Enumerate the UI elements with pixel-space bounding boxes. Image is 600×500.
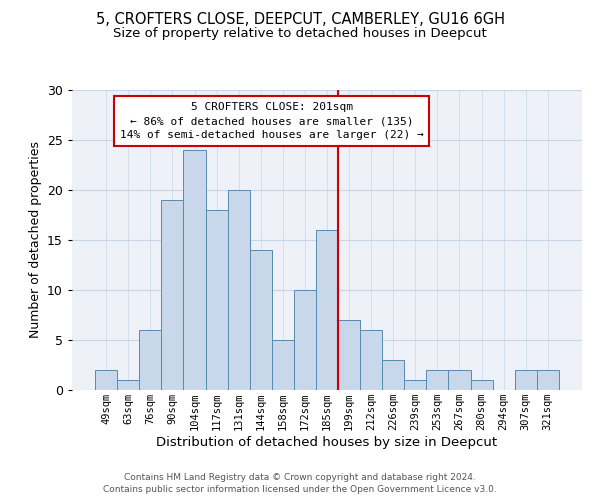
Bar — [515, 370, 537, 390]
Bar — [360, 330, 382, 390]
Bar — [272, 340, 294, 390]
Bar — [184, 150, 206, 390]
Text: Contains public sector information licensed under the Open Government Licence v3: Contains public sector information licen… — [103, 485, 497, 494]
Bar — [250, 250, 272, 390]
Text: 5, CROFTERS CLOSE, DEEPCUT, CAMBERLEY, GU16 6GH: 5, CROFTERS CLOSE, DEEPCUT, CAMBERLEY, G… — [95, 12, 505, 28]
Bar — [382, 360, 404, 390]
Bar — [117, 380, 139, 390]
Bar — [294, 290, 316, 390]
Text: Contains HM Land Registry data © Crown copyright and database right 2024.: Contains HM Land Registry data © Crown c… — [124, 472, 476, 482]
Bar — [338, 320, 360, 390]
Bar — [537, 370, 559, 390]
Bar — [161, 200, 184, 390]
Y-axis label: Number of detached properties: Number of detached properties — [29, 142, 41, 338]
Bar — [95, 370, 117, 390]
Text: 5 CROFTERS CLOSE: 201sqm
← 86% of detached houses are smaller (135)
14% of semi-: 5 CROFTERS CLOSE: 201sqm ← 86% of detach… — [120, 102, 424, 140]
Bar — [139, 330, 161, 390]
Bar — [404, 380, 427, 390]
Bar — [427, 370, 448, 390]
X-axis label: Distribution of detached houses by size in Deepcut: Distribution of detached houses by size … — [157, 436, 497, 449]
Bar — [206, 210, 227, 390]
Text: Size of property relative to detached houses in Deepcut: Size of property relative to detached ho… — [113, 28, 487, 40]
Bar — [448, 370, 470, 390]
Bar — [227, 190, 250, 390]
Bar — [470, 380, 493, 390]
Bar — [316, 230, 338, 390]
